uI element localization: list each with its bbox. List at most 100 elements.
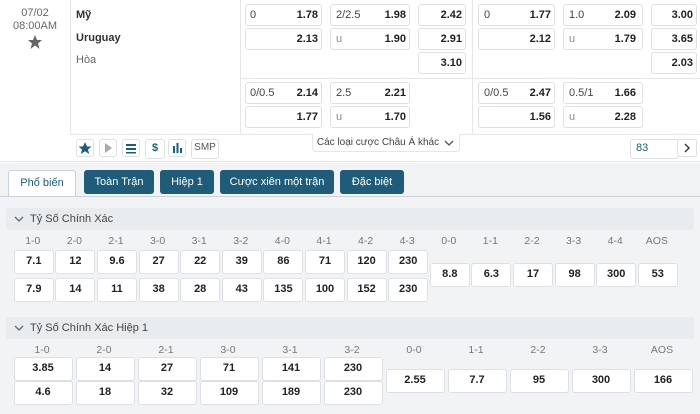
score-odds[interactable]: 98 (554, 263, 595, 287)
odds-price: 1.90 (384, 33, 406, 45)
odds-cell[interactable] (478, 28, 555, 50)
divider (240, 0, 241, 134)
more-bets[interactable]: Các loại cược Châu Á khác (316, 137, 440, 148)
score-odds[interactable]: 7.9 (13, 278, 54, 302)
score-odds[interactable]: 9.6 (97, 250, 137, 274)
score-odds[interactable]: 14 (55, 278, 96, 302)
odds-cell[interactable] (245, 82, 322, 104)
match-date: 07/02 (21, 7, 49, 19)
score-odds[interactable]: 152 (346, 278, 387, 302)
odds-cell[interactable] (418, 28, 466, 50)
score-odds[interactable]: 230 (388, 250, 429, 274)
next-button[interactable] (677, 139, 697, 157)
draw-label: Hòa (76, 54, 97, 66)
odds-cell[interactable] (418, 4, 466, 26)
score-odds[interactable]: 189 (261, 381, 321, 405)
odds-cell[interactable] (563, 106, 643, 128)
odds-cell[interactable] (563, 28, 643, 50)
smp-button[interactable]: SMP (191, 139, 219, 159)
count-box[interactable]: 83 (630, 139, 679, 159)
score-odds[interactable]: 7.1 (13, 250, 54, 274)
currency-button[interactable]: $ (145, 139, 165, 159)
score-odds[interactable]: 22 (180, 250, 221, 274)
odds-cell[interactable] (651, 52, 697, 74)
favorite-button[interactable] (76, 139, 94, 157)
odds-line: u (569, 111, 576, 123)
score-odds[interactable]: 43 (221, 278, 262, 302)
score-odds[interactable]: 27 (137, 357, 197, 381)
odds-price: 2.03 (671, 57, 693, 69)
odds-cell[interactable] (563, 4, 643, 26)
score-odds[interactable]: 95 (509, 369, 569, 393)
odds-cell[interactable] (478, 106, 555, 128)
score-odds[interactable]: 71 (199, 357, 259, 381)
score-label: AOS (645, 235, 668, 247)
score-label: 1-1 (468, 344, 484, 356)
score-label: 2-2 (524, 235, 540, 247)
odds-cell[interactable] (651, 28, 697, 50)
odds-cell[interactable] (245, 106, 322, 128)
score-odds[interactable]: 141 (261, 357, 321, 381)
odds-cell[interactable] (478, 4, 555, 26)
score-odds[interactable]: 3.85 (13, 357, 73, 381)
score-odds[interactable]: 109 (199, 381, 259, 405)
score-odds[interactable]: 230 (388, 278, 429, 302)
tab[interactable]: Đặc biệt (340, 170, 404, 194)
score-odds[interactable]: 300 (571, 369, 631, 393)
odds-cell[interactable] (330, 106, 410, 128)
section-header[interactable] (6, 317, 694, 339)
score-odds[interactable]: 86 (263, 250, 304, 274)
tab[interactable]: Toàn Trận (84, 170, 154, 194)
score-odds[interactable]: 32 (137, 381, 197, 405)
collapse-icon[interactable] (14, 214, 24, 224)
tab[interactable]: Cược xiên một trận (220, 170, 334, 194)
odds-cell[interactable] (478, 82, 555, 104)
odds-price: 1.98 (384, 9, 406, 21)
away-team: Uruguay (76, 32, 121, 44)
score-odds[interactable]: 11 (97, 278, 137, 302)
score-odds[interactable]: 71 (305, 250, 345, 274)
collapse-icon[interactable] (14, 323, 24, 333)
score-odds[interactable]: 53 (637, 263, 678, 287)
odds-cell[interactable] (330, 4, 410, 26)
odds-cell[interactable] (563, 82, 643, 104)
more-tab[interactable] (312, 134, 460, 152)
score-odds[interactable]: 6.3 (471, 263, 512, 287)
score-odds[interactable]: 14 (75, 357, 135, 381)
match-time: 08:00AM (12, 20, 58, 32)
odds-cell[interactable] (330, 28, 410, 50)
score-odds[interactable]: 8.8 (429, 263, 470, 287)
odds-cell[interactable] (245, 4, 322, 26)
score-odds[interactable]: 100 (305, 278, 345, 302)
score-odds[interactable]: 28 (180, 278, 221, 302)
score-odds[interactable]: 135 (263, 278, 304, 302)
favorite-star[interactable] (28, 35, 42, 49)
score-odds[interactable]: 12 (55, 250, 96, 274)
odds-cell[interactable] (245, 28, 322, 50)
score-odds[interactable]: 2.55 (385, 369, 445, 393)
stats-button[interactable] (168, 139, 186, 157)
score-odds[interactable]: 7.7 (447, 369, 507, 393)
score-odds[interactable]: 230 (323, 357, 383, 381)
section-header[interactable] (6, 208, 694, 230)
score-odds[interactable]: 17 (513, 263, 553, 287)
live-button[interactable] (99, 139, 117, 157)
odds-cell[interactable] (330, 82, 410, 104)
odds-price: 2.42 (440, 9, 462, 21)
odds-cell[interactable] (651, 4, 697, 26)
score-odds[interactable]: 4.6 (13, 381, 73, 405)
tab[interactable]: Hiệp 1 (160, 170, 214, 194)
score-odds[interactable]: 166 (633, 369, 693, 393)
score-odds[interactable]: 120 (346, 250, 387, 274)
tab-active[interactable]: Phổ biến (8, 170, 76, 196)
score-odds[interactable]: 230 (323, 381, 383, 405)
score-odds[interactable]: 39 (221, 250, 262, 274)
odds-cell[interactable] (418, 52, 466, 74)
score-label: 3-1 (282, 344, 298, 356)
score-odds[interactable]: 27 (138, 250, 179, 274)
score-odds[interactable]: 38 (138, 278, 179, 302)
list-button[interactable] (122, 139, 140, 157)
score-odds[interactable]: 300 (596, 263, 637, 287)
odds-price: 1.66 (614, 87, 636, 99)
score-odds[interactable]: 18 (75, 381, 135, 405)
